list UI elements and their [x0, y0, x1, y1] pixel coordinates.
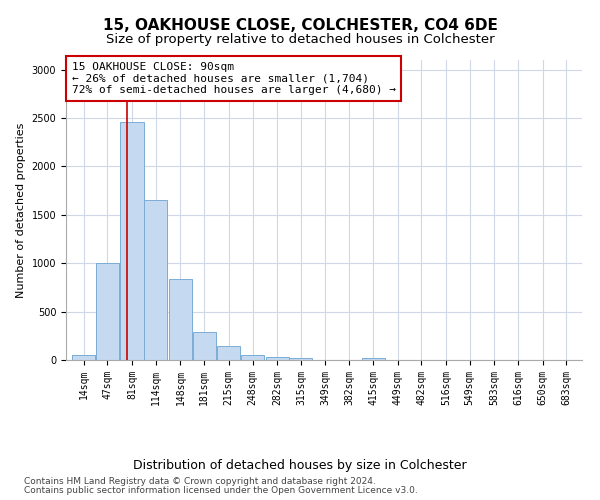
Bar [145, 200, 167, 360]
Text: 15, OAKHOUSE CLOSE, COLCHESTER, CO4 6DE: 15, OAKHOUSE CLOSE, COLCHESTER, CO4 6DE [103, 18, 497, 32]
Bar [72, 355, 95, 360]
Bar [169, 278, 192, 360]
Bar [121, 122, 143, 360]
Bar [241, 354, 264, 360]
Y-axis label: Number of detached properties: Number of detached properties [16, 122, 26, 298]
Text: 15 OAKHOUSE CLOSE: 90sqm
← 26% of detached houses are smaller (1,704)
72% of sem: 15 OAKHOUSE CLOSE: 90sqm ← 26% of detach… [72, 62, 396, 95]
Bar [362, 358, 385, 360]
Text: Distribution of detached houses by size in Colchester: Distribution of detached houses by size … [133, 460, 467, 472]
Text: Contains public sector information licensed under the Open Government Licence v3: Contains public sector information licen… [24, 486, 418, 495]
Text: Size of property relative to detached houses in Colchester: Size of property relative to detached ho… [106, 32, 494, 46]
Bar [193, 332, 216, 360]
Bar [96, 263, 119, 360]
Bar [266, 356, 289, 360]
Bar [289, 358, 313, 360]
Text: Contains HM Land Registry data © Crown copyright and database right 2024.: Contains HM Land Registry data © Crown c… [24, 477, 376, 486]
Bar [217, 346, 240, 360]
